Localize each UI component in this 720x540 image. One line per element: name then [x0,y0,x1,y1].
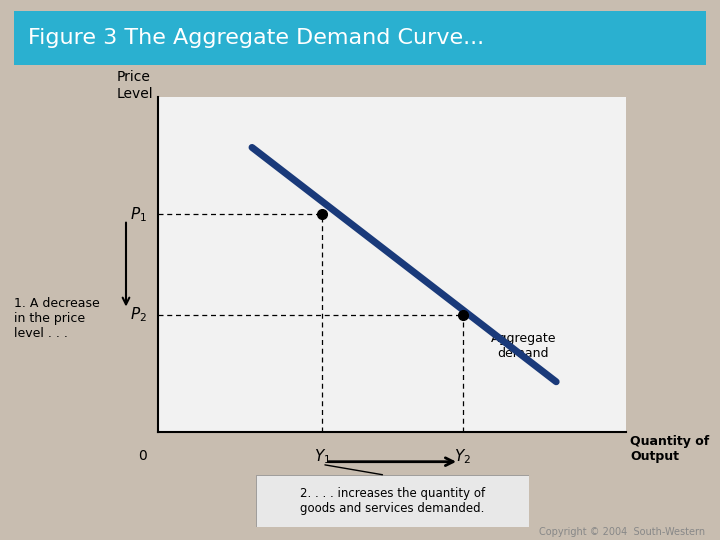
Text: 0: 0 [138,449,146,463]
Text: $P_1$: $P_1$ [130,205,147,224]
Text: Figure 3 The Aggregate Demand Curve...: Figure 3 The Aggregate Demand Curve... [28,28,485,48]
FancyBboxPatch shape [0,6,720,69]
Text: $Y_2$: $Y_2$ [454,447,471,466]
Text: Copyright © 2004  South-Western: Copyright © 2004 South-Western [539,527,706,537]
Text: $P_2$: $P_2$ [130,306,147,324]
FancyBboxPatch shape [256,475,529,526]
Text: Aggregate
demand: Aggregate demand [491,332,556,360]
Text: 2. . . . increases the quantity of
goods and services demanded.: 2. . . . increases the quantity of goods… [300,487,485,515]
Text: $Y_1$: $Y_1$ [314,447,330,466]
Text: Price
Level: Price Level [117,70,153,100]
Text: 1. A decrease
in the price
level . . .: 1. A decrease in the price level . . . [14,297,100,340]
Text: Quantity of
Output: Quantity of Output [630,435,709,463]
